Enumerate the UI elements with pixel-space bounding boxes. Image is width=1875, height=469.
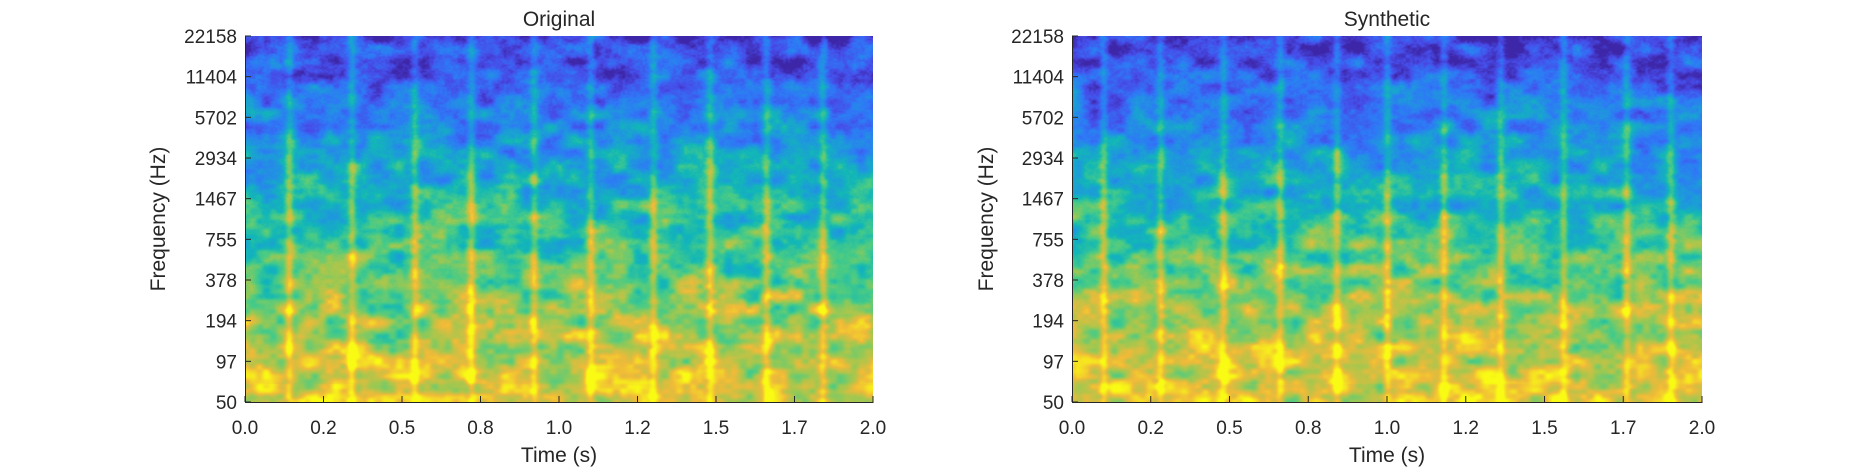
chart-panel-original: Original 50 97 194 378 755 1467 2934 5702 11404 2… bbox=[147, 8, 886, 467]
spectrogram-image bbox=[245, 36, 873, 402]
x-axis-ticks: 0.0 0.2 0.5 0.8 1.0 1.2 1.5 1.7 2.0 bbox=[1059, 396, 1715, 439]
x-tick-label: 0.5 bbox=[1216, 418, 1242, 439]
x-tick-label: 0.2 bbox=[1138, 418, 1164, 439]
chart-title: Original bbox=[523, 8, 595, 31]
y-tick-label: 97 bbox=[1043, 352, 1064, 373]
x-tick-label: 0.8 bbox=[1295, 418, 1321, 439]
spectrogram-image bbox=[1072, 36, 1702, 402]
x-tick-label: 0.0 bbox=[1059, 418, 1085, 439]
y-axis-label: Frequency (Hz) bbox=[975, 147, 998, 292]
y-tick-label: 97 bbox=[216, 352, 237, 373]
y-tick-label: 378 bbox=[205, 271, 237, 292]
y-tick-label: 194 bbox=[1032, 312, 1064, 333]
y-axis-ticks: 50 97 194 378 755 1467 2934 5702 11404 22158 bbox=[1011, 27, 1078, 414]
y-tick-label: 11404 bbox=[186, 68, 238, 89]
x-tick-label: 0.5 bbox=[389, 418, 415, 439]
y-tick-label: 2934 bbox=[1022, 149, 1065, 170]
y-tick-label: 50 bbox=[1043, 393, 1064, 414]
y-tick-label: 5702 bbox=[1022, 108, 1064, 129]
x-tick-label: 0.2 bbox=[310, 418, 336, 439]
y-tick-label: 378 bbox=[1032, 271, 1064, 292]
x-tick-label: 1.5 bbox=[703, 418, 729, 439]
x-tick-label: 1.7 bbox=[1610, 418, 1636, 439]
y-tick-label: 755 bbox=[1032, 230, 1064, 251]
y-axis-ticks: 50 97 194 378 755 1467 2934 5702 11404 22158 bbox=[184, 27, 251, 414]
x-tick-label: 2.0 bbox=[1689, 418, 1715, 439]
y-tick-label: 50 bbox=[216, 393, 237, 414]
chart-title: Synthetic bbox=[1344, 8, 1430, 31]
chart-panel-synthetic: Synthetic 50 97 194 378 755 1467 2934 5702 11404… bbox=[975, 8, 1715, 467]
x-tick-label: 2.0 bbox=[860, 418, 886, 439]
x-tick-label: 1.7 bbox=[781, 418, 807, 439]
y-tick-label: 1467 bbox=[1022, 190, 1064, 211]
x-tick-label: 0.0 bbox=[232, 418, 258, 439]
x-axis-label: Time (s) bbox=[521, 444, 597, 467]
y-tick-label: 22158 bbox=[1011, 27, 1064, 48]
y-tick-label: 5702 bbox=[195, 108, 237, 129]
x-tick-label: 1.0 bbox=[1374, 418, 1400, 439]
y-tick-label: 194 bbox=[205, 312, 237, 333]
y-tick-label: 755 bbox=[205, 230, 237, 251]
x-tick-label: 1.0 bbox=[546, 418, 572, 439]
x-tick-label: 1.5 bbox=[1531, 418, 1557, 439]
x-tick-label: 1.2 bbox=[624, 418, 650, 439]
x-tick-label: 0.8 bbox=[467, 418, 493, 439]
x-tick-label: 1.2 bbox=[1453, 418, 1479, 439]
x-axis-ticks: 0.0 0.2 0.5 0.8 1.0 1.2 1.5 1.7 2.0 bbox=[232, 396, 886, 439]
y-tick-label: 22158 bbox=[184, 27, 237, 48]
x-axis-label: Time (s) bbox=[1349, 444, 1425, 467]
y-axis-label: Frequency (Hz) bbox=[147, 147, 170, 292]
y-tick-label: 1467 bbox=[195, 190, 237, 211]
y-tick-label: 2934 bbox=[195, 149, 238, 170]
y-tick-label: 11404 bbox=[1013, 68, 1065, 89]
